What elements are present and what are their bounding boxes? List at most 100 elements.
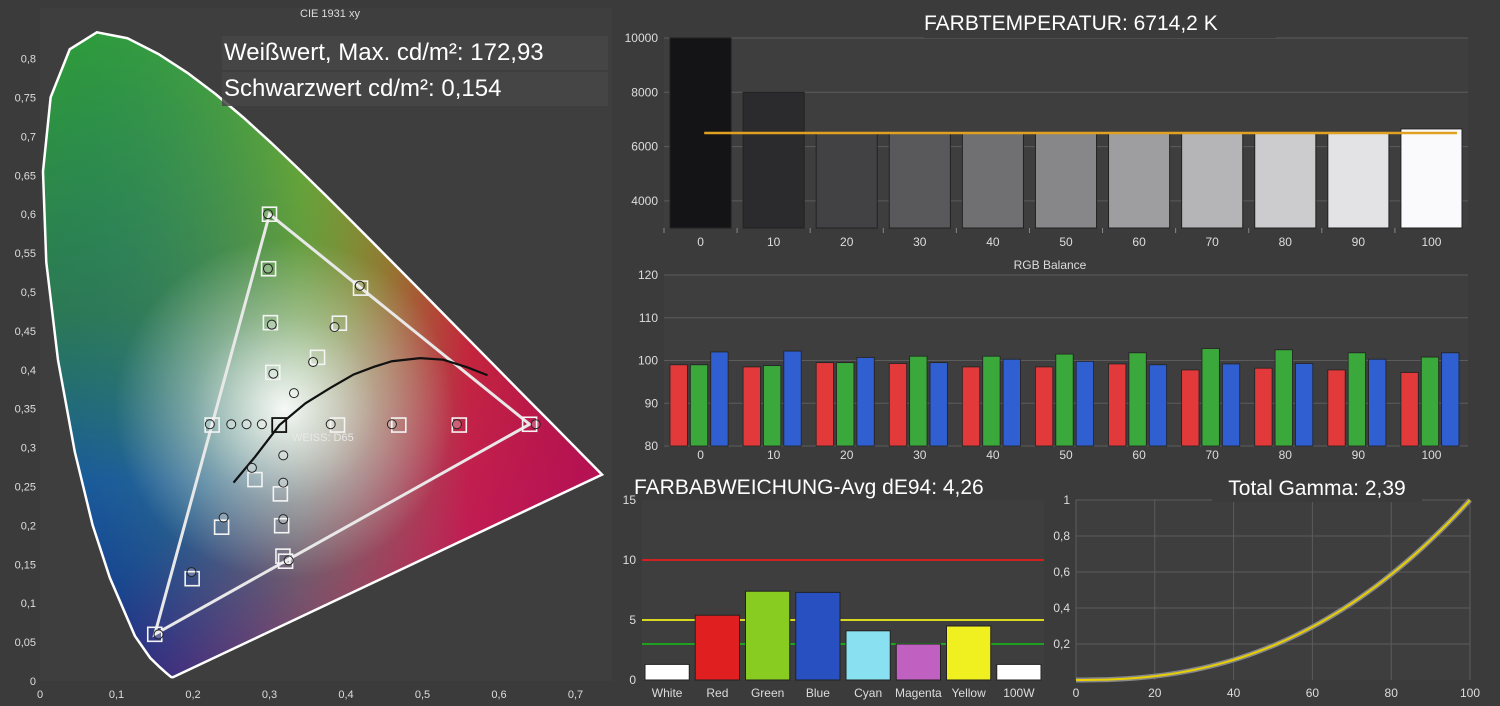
x-tick-label: 0,5 — [415, 689, 430, 701]
x-tick-label: 0,3 — [262, 689, 277, 701]
rgb-bar — [1181, 369, 1200, 447]
measured-point — [268, 368, 279, 379]
y-tick-label: 0,2 — [21, 520, 36, 532]
rgb-bar — [815, 362, 834, 447]
x-tick-label: 10 — [767, 448, 781, 462]
rgb-bar — [856, 357, 875, 447]
y-tick-label: 4000 — [631, 194, 658, 208]
rgb-bar — [888, 363, 908, 447]
target-marker — [390, 417, 407, 433]
target-marker — [264, 364, 281, 381]
deviation-bar — [895, 643, 941, 681]
measured-point — [218, 512, 229, 523]
temperature-bar — [815, 132, 878, 229]
measured-point — [153, 629, 164, 640]
rgb-bar — [1274, 349, 1293, 447]
x-tick-label: 80 — [1279, 448, 1293, 462]
x-tick-label: 40 — [986, 448, 1000, 462]
target-marker — [184, 570, 200, 587]
rgb-bar — [710, 351, 729, 447]
x-tick-label: 20 — [840, 448, 854, 462]
y-tick-label: 0,35 — [15, 404, 36, 416]
temperature-bar — [1181, 132, 1244, 229]
planckian-locus — [232, 357, 488, 484]
rgb-bar — [1075, 360, 1094, 447]
y-tick-label: 0,25 — [15, 482, 36, 494]
rgb-bar — [1347, 352, 1366, 447]
cie-title: CIE 1931 xy — [300, 8, 360, 20]
x-tick-label: 50 — [1059, 235, 1073, 249]
target-marker — [277, 553, 294, 569]
temperature-bar — [961, 132, 1024, 229]
measured-point — [256, 419, 267, 430]
rgb-bar — [1368, 358, 1387, 447]
x-tick-label: 10 — [767, 235, 781, 249]
temperature-bar — [888, 132, 951, 229]
measured-point — [354, 280, 365, 291]
gamma-chart: 0,2 0,4 0,6 0,8 1 0 20 40 60 80 100 — [1053, 493, 1480, 700]
x-tick-label: Green — [751, 686, 784, 700]
y-tick-label: 15 — [623, 493, 637, 507]
x-tick-label: 80 — [1279, 235, 1293, 249]
cie-diagram: 0 0,05 0,1 0,15 0,2 0,25 0,3 0,35 0,4 0,45 0,5 0,55… — [15, 8, 612, 701]
measured-point — [283, 555, 294, 566]
rgb-balance-title: RGB Balance — [1013, 258, 1087, 272]
rgb-bar — [1254, 367, 1273, 447]
rgb-bar — [1002, 358, 1021, 447]
y-tick-label: 0,65 — [15, 170, 36, 182]
rgb-bar — [763, 365, 782, 447]
color-temperature-title: FARBTEMPERATUR: 6714,2 K — [924, 10, 1276, 38]
gamma-measured-curve — [1075, 499, 1471, 681]
x-tick-label: Yellow — [952, 686, 987, 700]
x-tick-label: 0 — [37, 689, 43, 701]
x-tick-label: Blue — [806, 686, 830, 700]
x-tick-label: 60 — [1306, 686, 1320, 700]
rgb-bar — [1295, 363, 1314, 447]
y-tick-label: 100 — [638, 354, 658, 368]
y-tick-label: 0 — [629, 673, 636, 687]
y-tick-label: 0,15 — [15, 559, 36, 571]
measured-point — [278, 477, 289, 488]
x-tick-label: Red — [706, 686, 728, 700]
target-marker — [262, 314, 279, 331]
rgb-bar — [836, 362, 855, 447]
x-tick-label: 100 — [1421, 235, 1441, 249]
measured-point — [226, 419, 237, 430]
x-tick-label: 30 — [913, 448, 927, 462]
y-tick-label: 120 — [638, 268, 658, 282]
gamma-title: Total Gamma: 2,39 — [1212, 476, 1422, 502]
target-marker — [273, 517, 290, 534]
x-tick-label: 60 — [1132, 235, 1146, 249]
rgb-bar — [929, 362, 948, 447]
measured-point — [266, 319, 277, 330]
x-tick-label: White — [652, 686, 683, 700]
measured-point — [386, 419, 397, 430]
x-tick-label: 70 — [1206, 235, 1220, 249]
y-tick-label: 0,6 — [1053, 565, 1070, 579]
y-tick-label: 8000 — [631, 85, 658, 99]
rgb-balance-chart: 80 90 100 110 120 0 10 20 30 40 50 60 70 80 90 100 — [638, 268, 1468, 462]
x-tick-label: 80 — [1385, 686, 1399, 700]
x-tick-label: 0,2 — [185, 689, 200, 701]
y-tick-label: 0,05 — [15, 637, 36, 649]
color-temperature-chart: 4000 6000 8000 10000 0 10 20 30 40 50 60 70 80 90 100 — [625, 31, 1468, 249]
target-marker — [309, 349, 326, 366]
target-marker — [521, 416, 538, 433]
y-tick-label: 0,3 — [21, 443, 36, 455]
rgb-bar — [982, 355, 1001, 447]
deviation-bar — [795, 591, 841, 681]
y-tick-label: 0,1 — [21, 598, 36, 610]
x-tick-label: 0,1 — [109, 689, 124, 701]
y-tick-label: 90 — [645, 396, 659, 410]
temperature-bar — [1034, 132, 1098, 229]
deviation-bar — [694, 614, 740, 681]
y-tick-label: 0,55 — [15, 248, 36, 260]
x-tick-label: 0 — [1073, 686, 1080, 700]
y-tick-label: 0,4 — [1053, 601, 1070, 615]
y-tick-label: 0,4 — [21, 365, 36, 377]
target-marker — [260, 260, 277, 277]
measured-point — [451, 419, 462, 430]
deviation-bar — [946, 625, 992, 681]
x-tick-label: 100 — [1421, 448, 1441, 462]
